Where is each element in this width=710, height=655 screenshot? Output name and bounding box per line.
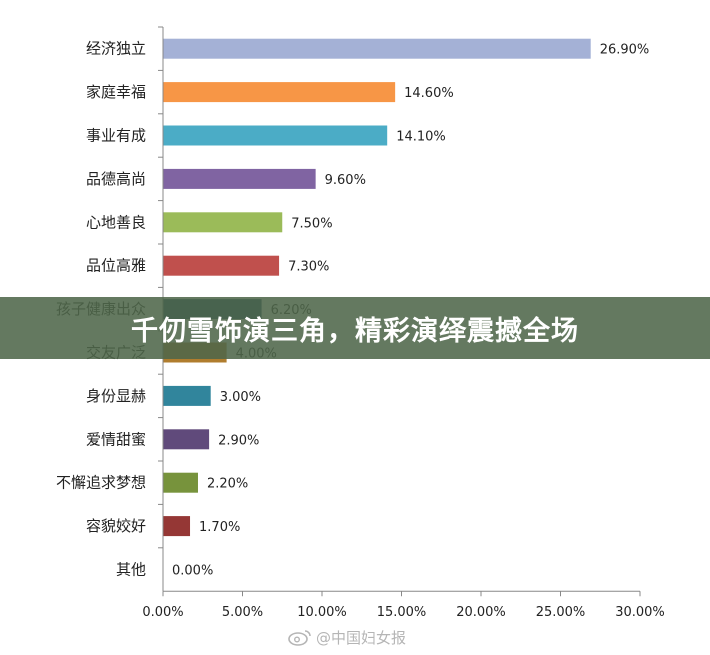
bar-4 bbox=[163, 168, 316, 189]
category-label: 不懈追求梦想 bbox=[56, 474, 146, 492]
bars-layer bbox=[163, 38, 591, 537]
bar-3 bbox=[163, 125, 388, 146]
data-label: 3.00% bbox=[220, 390, 261, 405]
watermark-text: @中国妇女报 bbox=[316, 628, 407, 647]
bar-10 bbox=[163, 429, 210, 450]
bar-12 bbox=[163, 516, 191, 537]
data-label: 0.00% bbox=[172, 564, 213, 579]
category-label: 其他 bbox=[116, 561, 146, 579]
x-tick-label: 25.00% bbox=[536, 605, 586, 620]
weibo-logo-icon bbox=[288, 630, 311, 646]
data-label: 2.90% bbox=[218, 433, 259, 448]
category-label: 品德高尚 bbox=[86, 170, 146, 188]
data-label: 14.10% bbox=[396, 130, 446, 145]
x-tick-label: 15.00% bbox=[377, 605, 427, 620]
headline-banner: 千仞雪饰演三角，精彩演绎震撼全场 bbox=[0, 297, 710, 359]
bar-1 bbox=[163, 38, 591, 59]
category-label: 心地善良 bbox=[86, 213, 146, 231]
x-tick-label: 5.00% bbox=[222, 605, 263, 620]
x-tick-label: 30.00% bbox=[615, 605, 665, 620]
data-label: 14.60% bbox=[404, 86, 454, 101]
category-label: 品位高雅 bbox=[86, 257, 146, 275]
data-label: 7.30% bbox=[288, 260, 329, 275]
headline-text: 千仞雪饰演三角，精彩演绎震撼全场 bbox=[131, 315, 579, 347]
x-tick-label: 10.00% bbox=[297, 605, 347, 620]
data-label: 26.90% bbox=[600, 43, 650, 58]
x-tick-label: 20.00% bbox=[456, 605, 506, 620]
category-label: 事业有成 bbox=[86, 127, 146, 145]
bar-6 bbox=[163, 255, 280, 276]
category-label: 爱情甜蜜 bbox=[86, 430, 146, 448]
data-label: 1.70% bbox=[199, 520, 240, 535]
bar-5 bbox=[163, 212, 283, 233]
watermark: @中国妇女报 bbox=[288, 626, 406, 648]
x-tick-label: 0.00% bbox=[142, 605, 183, 620]
bar-9 bbox=[163, 385, 211, 406]
data-label: 9.60% bbox=[325, 173, 366, 188]
category-label: 身份显赫 bbox=[86, 387, 146, 405]
bar-2 bbox=[163, 82, 396, 103]
category-label: 容貌姣好 bbox=[86, 517, 146, 535]
category-label: 经济独立 bbox=[86, 40, 146, 58]
value-labels: 26.90%14.60%14.10%9.60%7.50%7.30%6.20%4.… bbox=[172, 43, 649, 579]
category-label: 家庭幸福 bbox=[86, 83, 146, 101]
bar-11 bbox=[163, 472, 198, 493]
data-label: 7.50% bbox=[291, 216, 332, 231]
data-label: 2.20% bbox=[207, 477, 248, 492]
